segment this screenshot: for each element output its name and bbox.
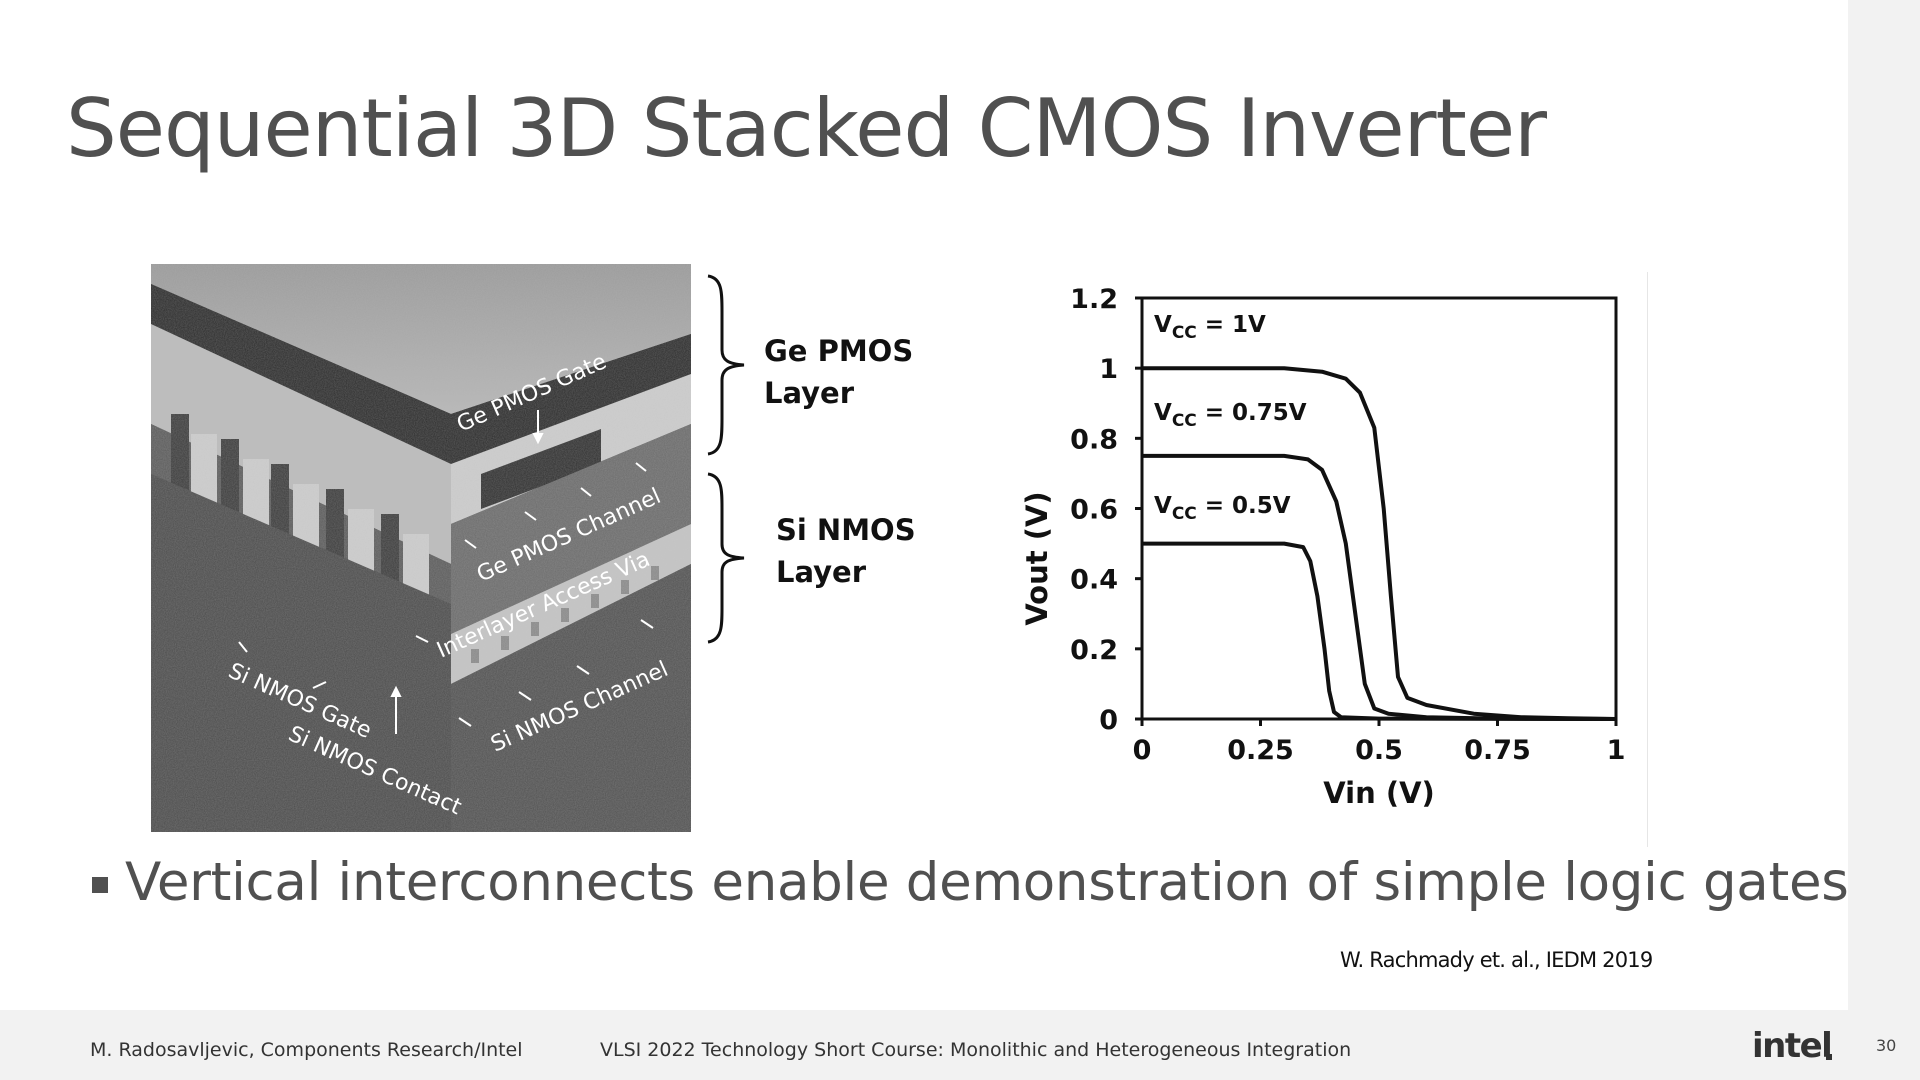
pmos-layer-line2: Layer <box>764 376 855 410</box>
series-line <box>1142 366 1617 721</box>
nmos-brace <box>707 472 745 644</box>
y-tick-label: 0 <box>1099 705 1118 736</box>
pmos-layer-label: Ge PMOS Layer <box>764 330 913 414</box>
pmos-brace <box>707 274 745 456</box>
y-tick-label: 0.4 <box>1070 565 1118 596</box>
citation: W. Rachmady et. al., IEDM 2019 <box>1340 948 1653 972</box>
pmos-layer-line1: Ge PMOS <box>764 334 914 368</box>
nmos-layer-line1: Si NMOS <box>776 513 916 547</box>
intel-logo-dot <box>1826 1054 1832 1060</box>
bullet-square-icon <box>92 876 108 893</box>
chart-svg: 0 0.25 0.5 0.75 1 0 0.2 0.4 0.6 0.8 1 1.2 Vin (V) Vou… <box>1020 284 1626 810</box>
sem-cross-section-image: Ge PMOS Gate Ge PMOS Channel Interlayer … <box>151 264 691 832</box>
nmos-layer-label: Si NMOS Layer <box>776 509 916 593</box>
x-tick-label: 0.5 <box>1355 735 1403 766</box>
footer-bar <box>0 1010 1848 1080</box>
series-label: VCC = 0.75V <box>1154 400 1307 431</box>
footer-course: VLSI 2022 Technology Short Course: Monol… <box>600 1039 1352 1061</box>
x-tick-label: 1 <box>1607 735 1626 766</box>
transfer-curve-chart: 0 0.25 0.5 0.75 1 0 0.2 0.4 0.6 0.8 1 1.2 Vin (V) Vou… <box>1020 270 1670 830</box>
y-axis-label: Vout (V) <box>1020 491 1054 625</box>
intel-logo: intel <box>1752 1026 1833 1066</box>
side-strip <box>1848 0 1920 1080</box>
x-tick-label: 0.75 <box>1464 735 1531 766</box>
nmos-layer-line2: Layer <box>776 555 867 589</box>
y-tick-label: 1.2 <box>1070 284 1118 315</box>
y-tick-label: 0.8 <box>1070 424 1118 455</box>
y-tick-label: 0.6 <box>1070 495 1118 526</box>
slide-number: 30 <box>1876 1036 1897 1055</box>
x-axis-label: Vin (V) <box>1323 776 1435 810</box>
series-label: VCC = 1V <box>1154 312 1266 343</box>
x-tick-label: 0.25 <box>1227 735 1294 766</box>
footer-author: M. Radosavljevic, Components Research/In… <box>90 1039 523 1061</box>
bullet-item: Vertical interconnects enable demonstrat… <box>92 852 1849 913</box>
series-label: VCC = 0.5V <box>1154 493 1291 524</box>
x-tick-label: 0 <box>1133 735 1152 766</box>
bullet-text: Vertical interconnects enable demonstrat… <box>125 852 1849 913</box>
y-tick-label: 0.2 <box>1070 635 1118 666</box>
y-tick-label: 1 <box>1099 354 1118 385</box>
slide-title: Sequential 3D Stacked CMOS Inverter <box>66 82 1547 175</box>
series-line <box>1142 541 1617 721</box>
chart-divider <box>1647 272 1648 847</box>
